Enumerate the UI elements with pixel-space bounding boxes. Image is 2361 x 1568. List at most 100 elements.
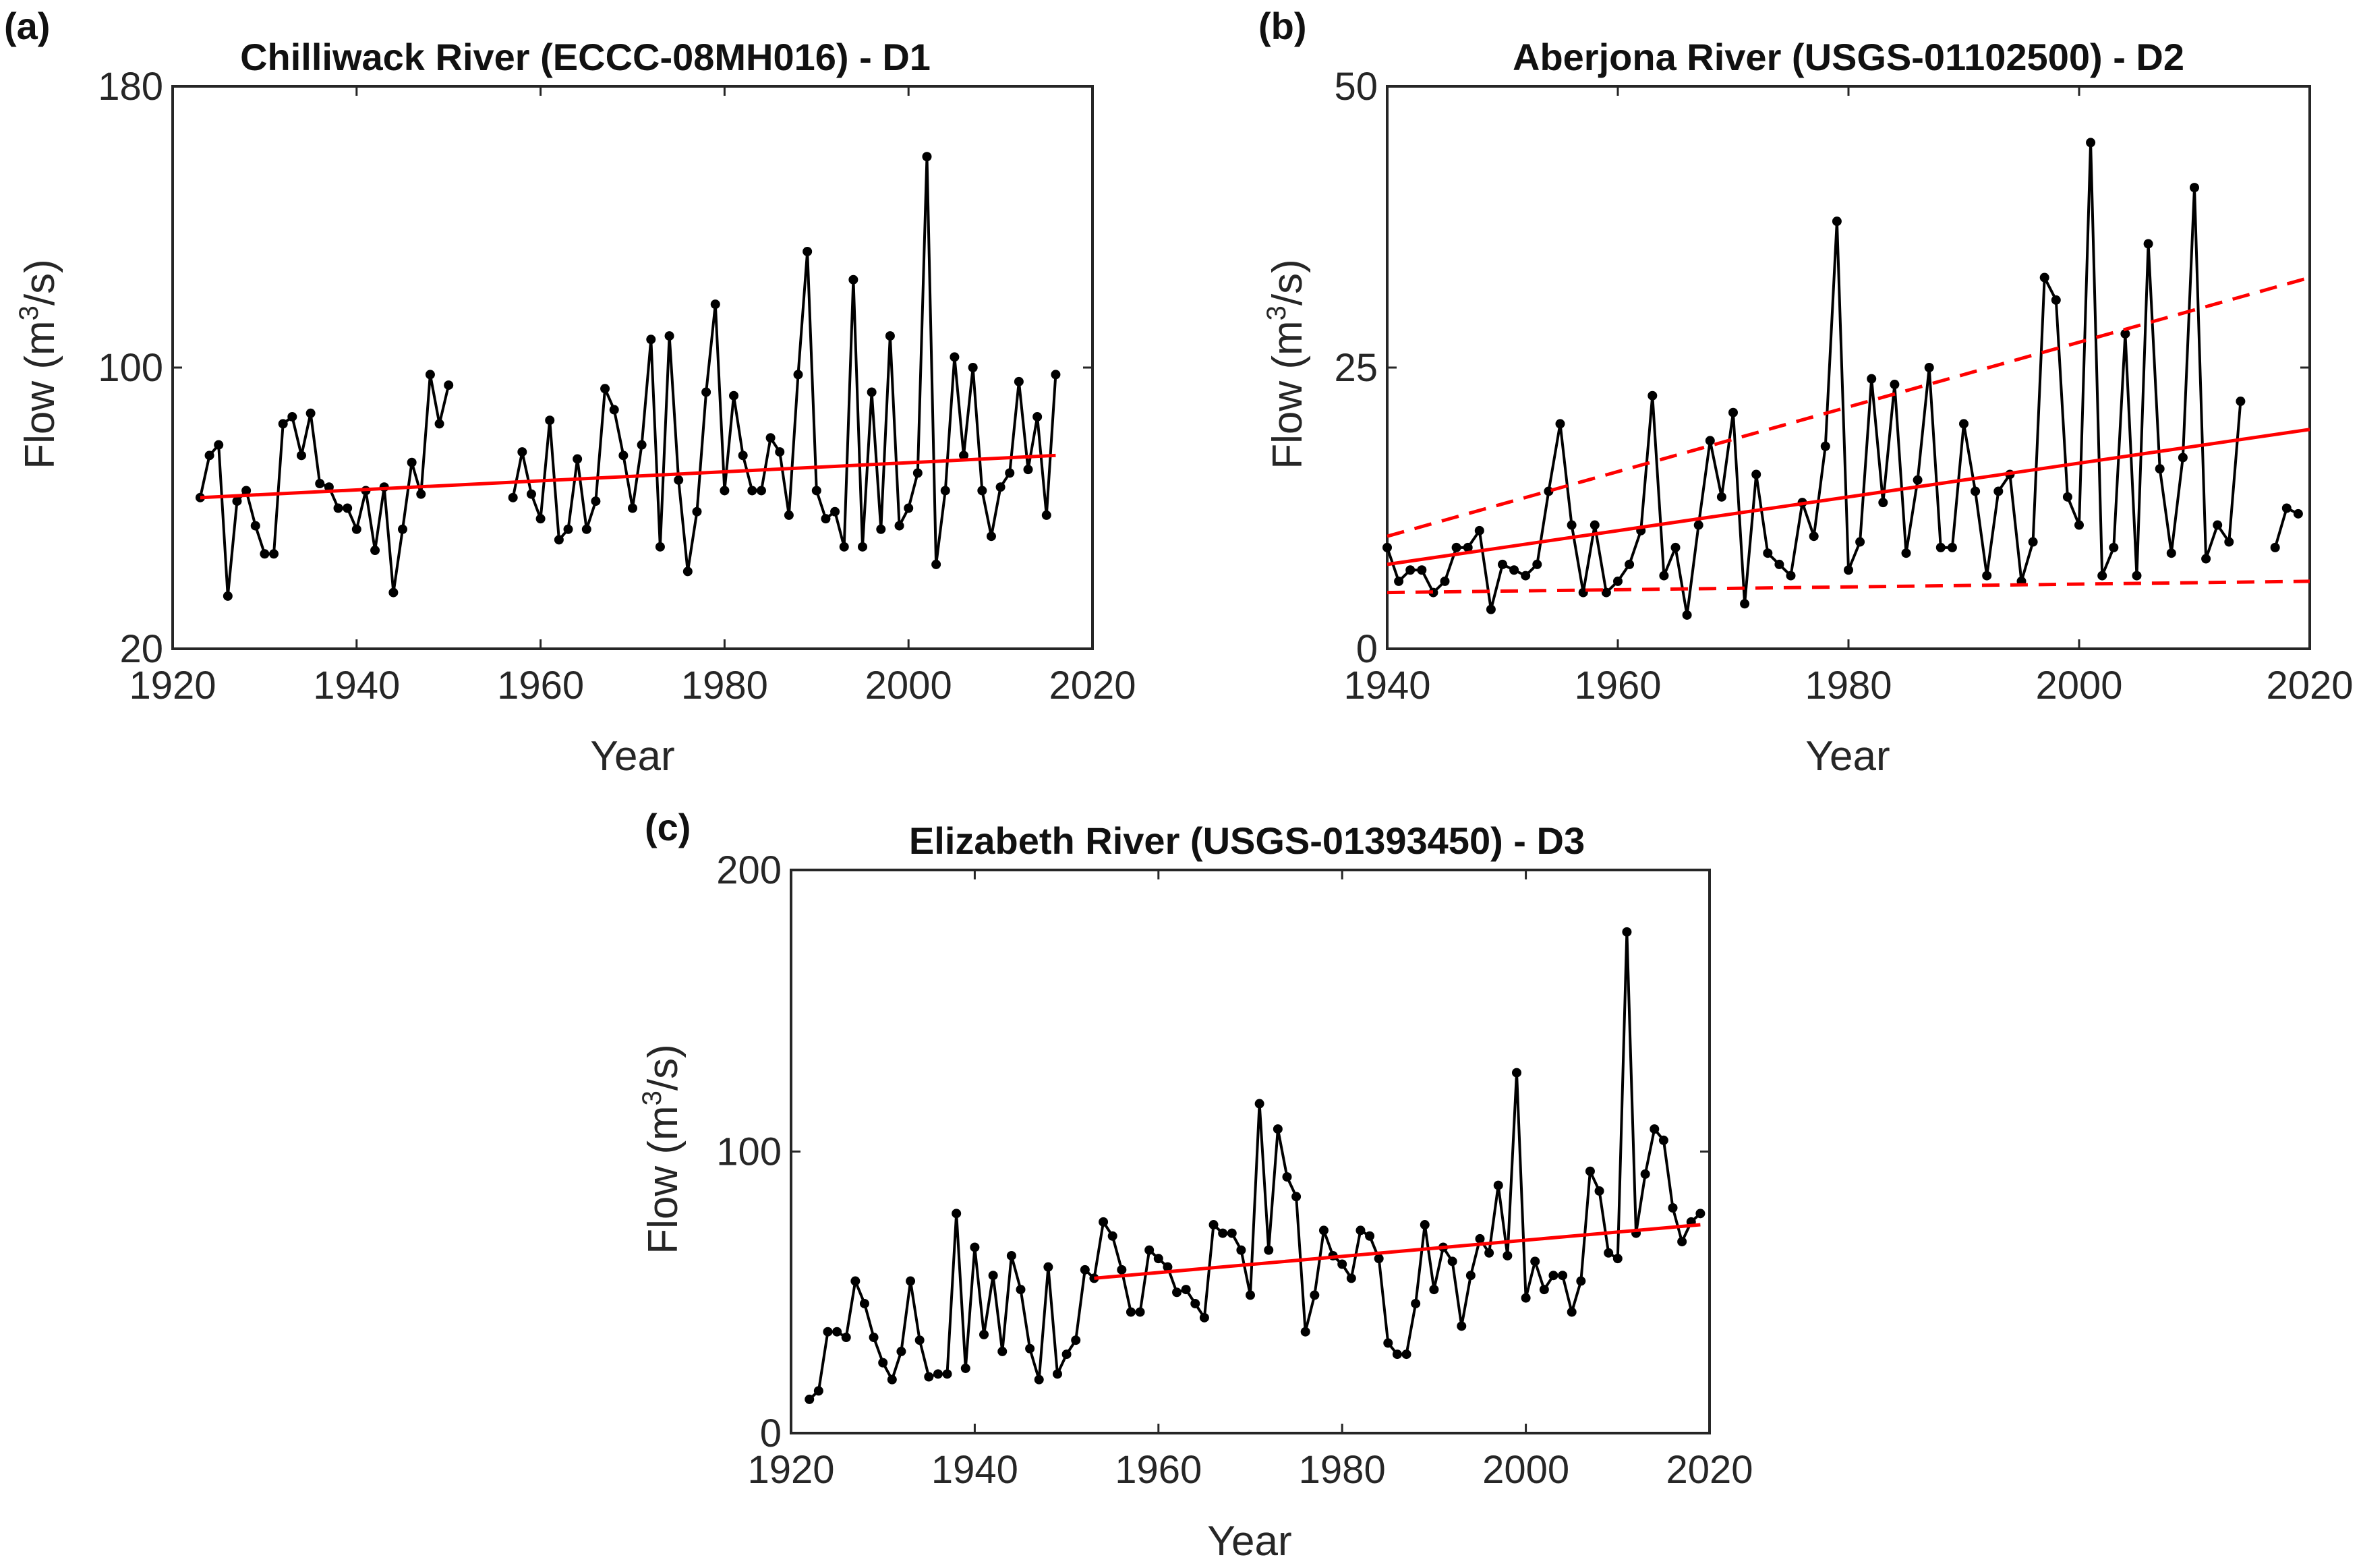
panel-b-data-point-1991 bbox=[1971, 486, 1981, 496]
panel-b-data-point-1941 bbox=[1394, 576, 1404, 586]
panel-a-ylabel: Flow (m3/s) bbox=[14, 259, 63, 469]
panel-a-data-point-2010 bbox=[995, 482, 1005, 492]
panel-b-data-point-1968 bbox=[1705, 436, 1715, 446]
panel-a-data-point-1945 bbox=[398, 524, 407, 534]
panel-c-data-point-1988 bbox=[1411, 1298, 1421, 1308]
panel-b-data-point-2013 bbox=[2224, 537, 2234, 547]
panel-a-data-point-1925 bbox=[214, 440, 224, 450]
panel-c-data-point-1946 bbox=[1025, 1343, 1035, 1354]
panel-c-data-point-2015 bbox=[1658, 1135, 1668, 1145]
panel-c-data-point-1934 bbox=[914, 1335, 925, 1345]
panel-b-data-point-1979 bbox=[1832, 216, 1842, 227]
panel-b-data-point-1981 bbox=[1855, 537, 1865, 547]
panel-c-data-point-1977 bbox=[1310, 1290, 1320, 1300]
panel-c-data-point-1938 bbox=[952, 1209, 962, 1219]
panel-b-data-point-2012 bbox=[2213, 520, 2223, 530]
panel-c-data-point-1959 bbox=[1144, 1245, 1155, 1255]
panel-c-data-point-1980 bbox=[1337, 1259, 1347, 1269]
panel-c-data-point-1924 bbox=[823, 1327, 833, 1337]
panel-b-xtick-label-1940: 1940 bbox=[1343, 664, 1430, 707]
panel-a-data-point-1957 bbox=[508, 492, 518, 502]
panel-c-data-point-2000 bbox=[1521, 1293, 1531, 1303]
panel-c-data-point-1951 bbox=[1071, 1335, 1081, 1345]
panel-c-data-point-1997 bbox=[1493, 1180, 1503, 1190]
panel-b-data-point-2002 bbox=[2097, 571, 2107, 581]
panel-c-xtick-label-1960: 1960 bbox=[1115, 1448, 1202, 1492]
panel-c-data-point-1970 bbox=[1246, 1290, 1255, 1300]
panel-c-data-point-2007 bbox=[1585, 1166, 1595, 1176]
panel-c-data-point-1971 bbox=[1254, 1099, 1264, 1109]
panel-c-data-point-2003 bbox=[1548, 1271, 1558, 1281]
panel-c-data-point-1956 bbox=[1117, 1265, 1127, 1275]
panel-a-data-point-2005 bbox=[950, 352, 960, 362]
panel-c-data-point-2005 bbox=[1567, 1307, 1577, 1317]
panel-c-xtick-label-1920: 1920 bbox=[747, 1448, 834, 1492]
panel-b-data-point-1982 bbox=[1867, 374, 1877, 384]
panel-b-data-point-2006 bbox=[2143, 239, 2153, 249]
panel-a-data-point-1972 bbox=[646, 335, 656, 345]
panel-a-data-point-1963 bbox=[563, 524, 573, 534]
panel-c-data-point-1952 bbox=[1080, 1265, 1090, 1275]
panel-a-data-point-1970 bbox=[628, 503, 637, 513]
panel-a-data-point-1960 bbox=[535, 514, 546, 524]
panel-c-data-point-1948 bbox=[1043, 1262, 1053, 1272]
panel-a-data-point-1924 bbox=[204, 451, 214, 461]
panel-a-data-point-1931 bbox=[269, 549, 279, 559]
panel-b-ylabel-main: Flow (m bbox=[1264, 320, 1311, 469]
panel-c-data-point-1958 bbox=[1135, 1307, 1145, 1317]
panel-a-data-point-1964 bbox=[573, 454, 583, 464]
panel-b-data-point-1960 bbox=[1613, 576, 1623, 586]
panel-b-data-point-2008 bbox=[2166, 548, 2176, 558]
panel-b-data-point-1992 bbox=[1982, 571, 1992, 581]
panel-a-data-point-1947 bbox=[416, 489, 426, 499]
panel-a-xtick-label-1980: 1980 bbox=[681, 664, 768, 707]
panel-a-data-point-2004 bbox=[940, 486, 950, 496]
panel-c-data-point-1992 bbox=[1447, 1256, 1457, 1267]
panel-b-data-point-1973 bbox=[1763, 548, 1773, 558]
panel-b-data-point-1996 bbox=[2028, 537, 2038, 547]
panel-c-data-point-1968 bbox=[1227, 1228, 1237, 1238]
panel-b-data-point-2007 bbox=[2155, 464, 2165, 474]
panel-c-data-point-1999 bbox=[1511, 1068, 1521, 1078]
panel-a-data-point-1978 bbox=[701, 387, 711, 397]
panel-a-data-point-1980 bbox=[720, 486, 730, 496]
panel-c-plot-area: 1920 1940 1960 1980 2000 2020 0 100 200 bbox=[716, 848, 1753, 1492]
panel-b-data-point-1989 bbox=[1947, 542, 1957, 552]
panel-a-data-point-1926 bbox=[223, 591, 233, 601]
panel-a-data-point-1984 bbox=[756, 486, 766, 496]
panel-b-data-point-1950 bbox=[1498, 559, 1507, 569]
panel-c-data-point-1931 bbox=[887, 1374, 897, 1385]
panel-a-data-point-1944 bbox=[388, 587, 399, 598]
panel-b-data-point-2004 bbox=[2120, 328, 2130, 339]
panel-a-data-point-1967 bbox=[600, 384, 610, 394]
panel-a-data-point-1995 bbox=[858, 542, 867, 552]
panel-b-data-point-1977 bbox=[1809, 531, 1819, 542]
panel-a-data-point-1929 bbox=[250, 521, 260, 531]
panel-b-ytick-label-25: 25 bbox=[1334, 346, 1378, 390]
panel-b-data-point-1956 bbox=[1567, 520, 1577, 530]
panel-b-label: (b) bbox=[1258, 5, 1307, 47]
panel-b-data-point-1997 bbox=[2039, 272, 2049, 283]
panel-a-data-point-1969 bbox=[618, 451, 629, 461]
panel-b-data-point-2005 bbox=[2132, 571, 2142, 581]
panel-b-xtick-label-2000: 2000 bbox=[2035, 664, 2122, 707]
panel-c-data-point-1975 bbox=[1291, 1192, 1302, 1202]
panel-a-ylabel-main: Flow (m bbox=[17, 320, 63, 469]
panel-c-data-point-1978 bbox=[1318, 1225, 1329, 1236]
panel-b-data-point-1978 bbox=[1820, 441, 1830, 451]
panel-c-trend-line bbox=[1094, 1223, 1701, 1280]
panel-a-data-point-2011 bbox=[1005, 468, 1015, 478]
panel-a-data-point-1999 bbox=[894, 521, 904, 531]
panel-a-data-point-1986 bbox=[775, 447, 785, 457]
panel-a-data-point-1998 bbox=[885, 331, 895, 341]
panel-b-data-point-1964 bbox=[1659, 571, 1669, 581]
panel-b-ytick-label-50: 50 bbox=[1334, 65, 1378, 109]
panel-a-data-point-1934 bbox=[296, 451, 306, 461]
panel-a-data-point-1983 bbox=[747, 486, 757, 496]
panel-c-data-point-1949 bbox=[1052, 1369, 1062, 1379]
panel-b-data-point-1953 bbox=[1532, 559, 1542, 569]
panel-b: (b) Aberjona River (USGS-01102500) - D2 … bbox=[1258, 5, 2354, 780]
panel-a-data-point-1949 bbox=[434, 419, 444, 429]
panel-c-data-point-1984 bbox=[1374, 1254, 1384, 1264]
